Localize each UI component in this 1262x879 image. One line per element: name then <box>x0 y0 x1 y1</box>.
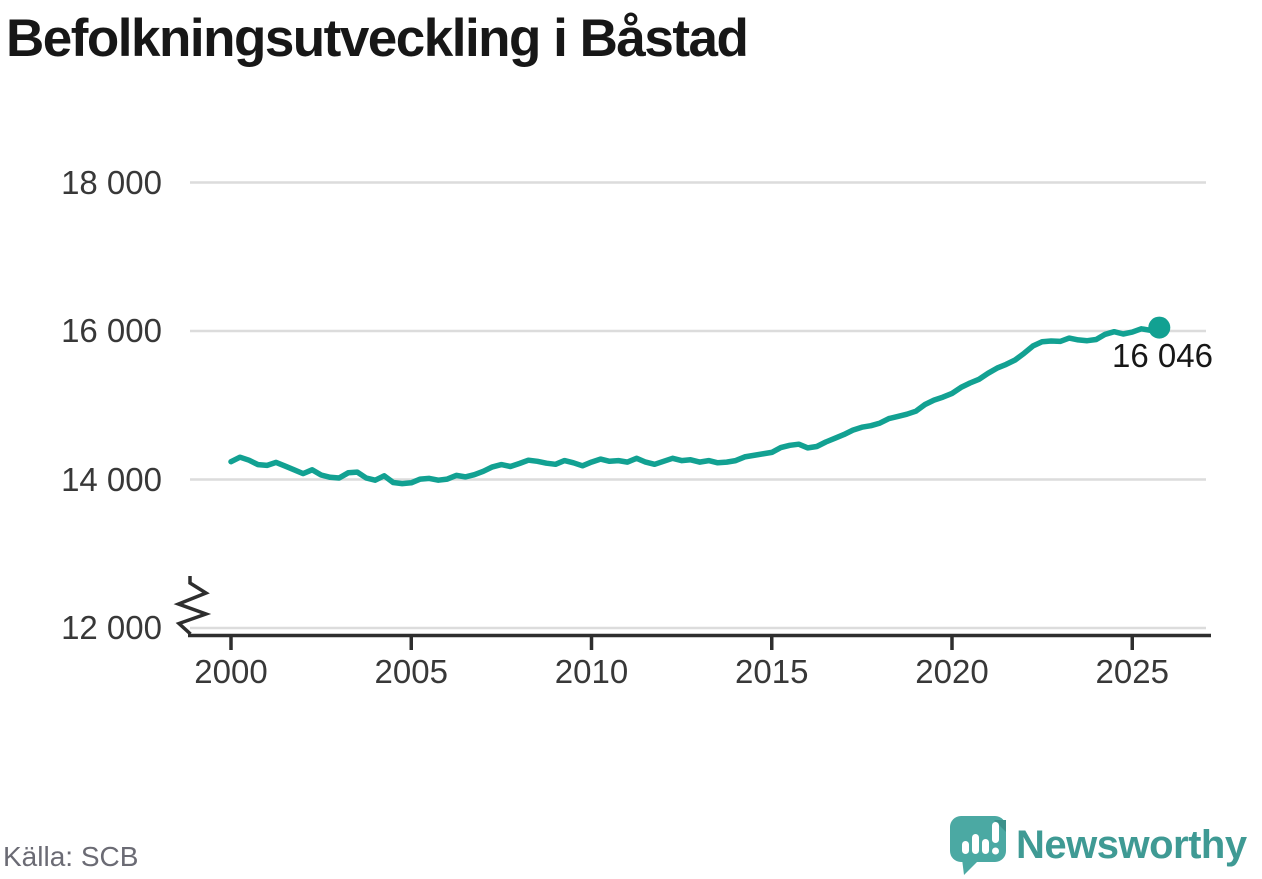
x-tick-label-2020: 2020 <box>915 653 989 690</box>
y-tick-label-18000: 18 000 <box>61 163 162 201</box>
population-line-series <box>228 324 1163 487</box>
x-tick-label-2000: 2000 <box>194 653 268 690</box>
x-tick-label-2005: 2005 <box>374 653 448 690</box>
newsworthy-logo[interactable]: Newsworthy <box>949 814 1247 877</box>
page-title: Befolkningsutveckling i Båstad <box>6 9 749 68</box>
x-tick-label-2025: 2025 <box>1095 653 1169 690</box>
latest-value-label: 16 046 <box>1112 337 1213 374</box>
x-axis-ticks <box>229 636 1134 650</box>
x-tick-label-2010: 2010 <box>554 653 629 690</box>
latest-value-dot <box>1148 316 1171 339</box>
source-label: Källa: SCB <box>3 841 139 872</box>
x-tick-label-2015: 2015 <box>735 653 809 690</box>
y-tick-label-14000: 14 000 <box>61 460 162 498</box>
y-tick-label-12000: 12 000 <box>61 609 162 646</box>
axis-break-icon <box>173 576 212 636</box>
newsworthy-logo-text: Newsworthy <box>1016 823 1247 867</box>
y-tick-label-16000: 16 000 <box>61 312 162 349</box>
gridlines <box>190 181 1206 630</box>
newsworthy-logo-icon <box>950 816 1006 875</box>
